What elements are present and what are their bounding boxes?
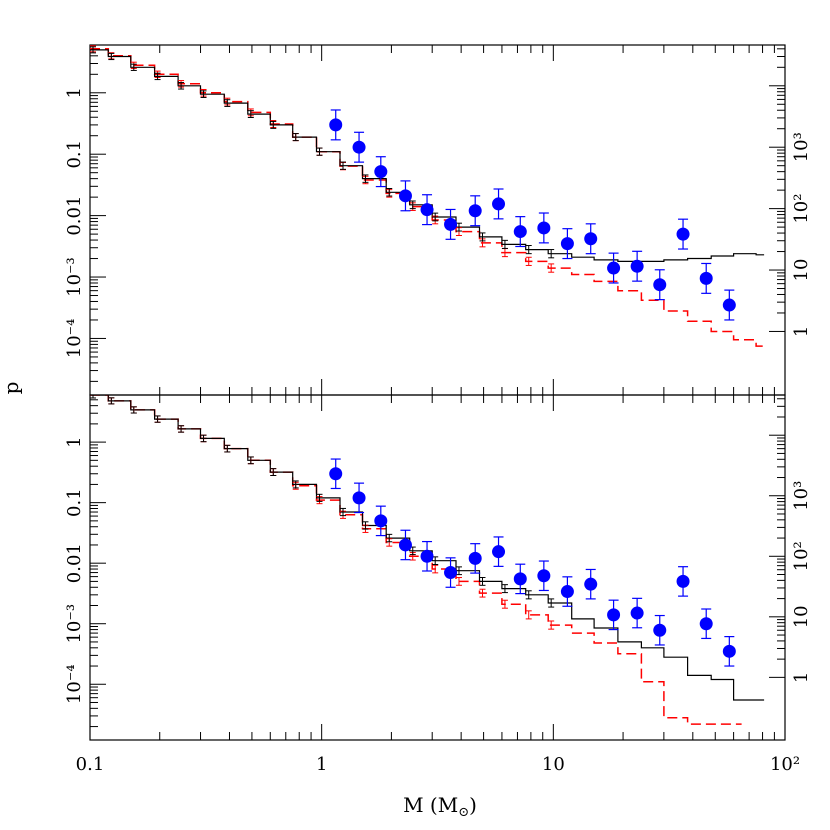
observed-point — [676, 574, 690, 588]
observed-point — [352, 491, 366, 505]
observed-point — [329, 467, 343, 481]
y-tick-label-right: 10² — [791, 541, 812, 571]
observed-point — [699, 617, 713, 631]
observed-point — [560, 585, 574, 599]
observed-point — [374, 165, 388, 179]
observed-point — [607, 608, 621, 622]
observed-point — [444, 566, 458, 580]
observed-point — [653, 278, 667, 292]
observed-point — [537, 569, 551, 583]
y-tick-label-right: 10³ — [791, 481, 812, 511]
y-tick-label-left: 10⁻³ — [64, 604, 85, 644]
observed-point — [513, 572, 527, 586]
observed-point — [560, 237, 574, 251]
observed-point — [420, 203, 434, 217]
y-tick-label-right: 10³ — [791, 132, 812, 162]
observed-point — [584, 577, 598, 591]
panel-bottom: 1 0.1 0.01 10⁻³ 10⁻⁴ 1 10 10² 10³ — [64, 394, 812, 741]
y-tick-label-left: 0.1 — [64, 488, 85, 517]
x-tick-label: 10 — [542, 754, 565, 775]
observed-point — [374, 514, 388, 528]
y-tick-label-left: 0.01 — [64, 196, 85, 236]
y-tick-label-left: 10⁻⁴ — [64, 319, 85, 359]
y-tick-label-right: 10 — [791, 259, 812, 282]
y-tick-label-right: 10 — [791, 605, 812, 628]
observed-point — [352, 140, 366, 154]
red-model-line — [90, 395, 742, 725]
observed-point — [420, 549, 434, 563]
y-tick-label-left: 10⁻⁴ — [64, 664, 85, 704]
x-tick-label: 10² — [770, 754, 800, 775]
x-axis-title: M (M⊙) — [403, 793, 477, 820]
y-tick-label-right: 1 — [791, 672, 812, 683]
observed-point — [653, 623, 667, 637]
black-model-line — [90, 49, 765, 262]
observed-point — [722, 644, 736, 658]
y-tick-label-left: 0.01 — [64, 543, 85, 583]
observed-point — [492, 545, 506, 559]
plot-area — [90, 395, 765, 725]
observed-point — [722, 298, 736, 312]
observed-point — [630, 259, 644, 273]
y-tick-label-left: 1 — [64, 436, 85, 447]
observed-point — [513, 225, 527, 239]
observed-point — [630, 606, 644, 620]
y-tick-label-left: 10⁻³ — [64, 257, 85, 297]
x-tick-label: 1 — [316, 754, 327, 775]
black-model-line — [90, 395, 765, 701]
observed-point — [398, 538, 412, 552]
y-tick-label-right: 1 — [791, 326, 812, 337]
y-tick-label-left: 1 — [64, 87, 85, 98]
observed-point — [329, 118, 343, 132]
observed-point — [676, 227, 690, 241]
plot-area — [90, 45, 765, 347]
observed-point — [468, 204, 482, 218]
observed-point — [699, 271, 713, 285]
x-tick-label: 0.1 — [76, 754, 105, 775]
y-tick-label-right: 10² — [791, 194, 812, 224]
panel-frame — [89, 394, 786, 741]
observed-point — [444, 217, 458, 231]
panel-top: 1 0.1 0.01 10⁻³ 10⁻⁴ 1 10 10² 10³ — [64, 44, 812, 396]
observed-point — [492, 197, 506, 211]
observed-point — [537, 221, 551, 235]
y-axis-title: p — [0, 382, 23, 395]
observed-point — [584, 232, 598, 246]
observed-point — [398, 189, 412, 203]
observed-point — [468, 551, 482, 565]
observed-point — [607, 261, 621, 275]
x-tick-labels: 0.1 1 10 10² — [76, 754, 800, 775]
y-tick-label-left: 0.1 — [64, 140, 85, 169]
